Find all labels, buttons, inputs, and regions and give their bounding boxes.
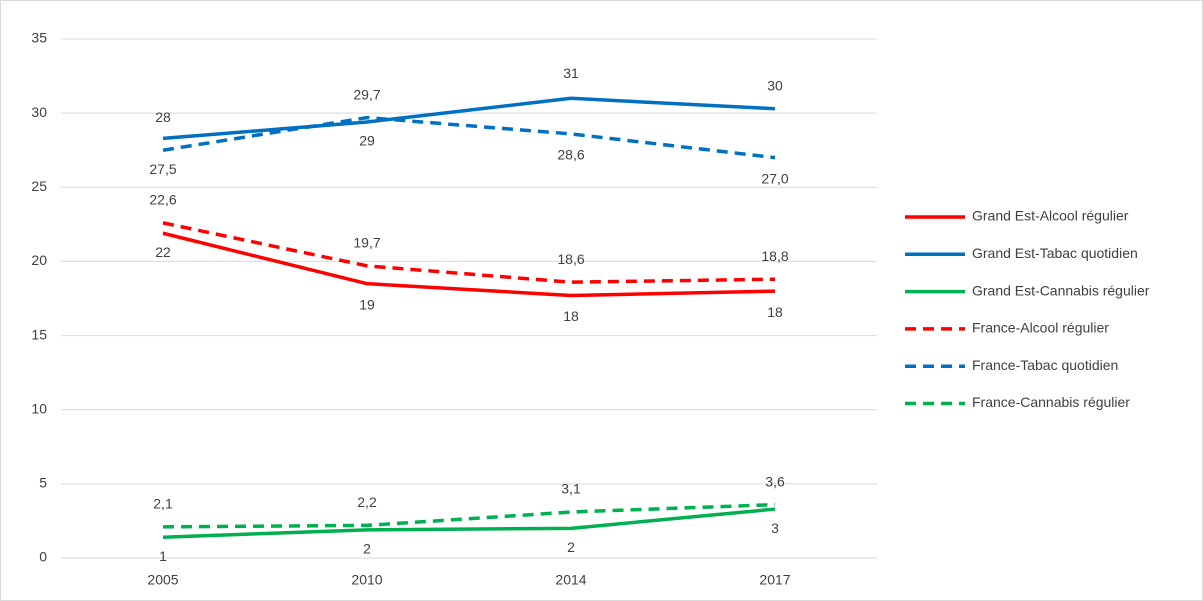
data-label: 29,7 (353, 86, 380, 102)
y-tick-label: 20 (31, 252, 47, 268)
y-tick-label: 10 (31, 400, 47, 416)
data-label: 1 (159, 548, 167, 564)
data-label: 29 (359, 133, 375, 149)
series-line (162, 507, 776, 539)
legend-label: France-Alcool régulier (972, 320, 1109, 336)
data-label: 18,6 (557, 251, 584, 267)
data-label: 27,5 (149, 161, 176, 177)
data-label: 28,6 (557, 147, 584, 163)
data-label: 18,8 (761, 248, 788, 264)
data-label: 3,1 (561, 481, 581, 497)
data-label: 28 (155, 109, 171, 125)
data-label: 2 (567, 539, 575, 555)
series-line (162, 231, 776, 298)
data-label: 18 (563, 308, 579, 324)
legend-label: France-Cannabis régulier (972, 394, 1130, 410)
series-line (162, 502, 776, 529)
x-tick-label: 2017 (759, 572, 790, 588)
data-label: 30 (767, 77, 783, 93)
data-label: 18 (767, 304, 783, 320)
y-tick-label: 15 (31, 326, 47, 342)
legend-label: France-Tabac quotidien (972, 357, 1118, 373)
data-label: 3,6 (765, 473, 785, 489)
legend-label: Grand Est-Alcool régulier (972, 208, 1129, 224)
y-tick-label: 35 (31, 30, 47, 46)
data-label: 2,1 (153, 496, 173, 512)
series-line (162, 221, 776, 284)
x-tick-label: 2010 (351, 572, 382, 588)
x-tick-label: 2005 (147, 572, 178, 588)
data-label: 31 (563, 65, 579, 81)
y-tick-label: 25 (31, 178, 47, 194)
data-label: 27,0 (761, 170, 788, 186)
data-label: 2,2 (357, 494, 377, 510)
legend-label: Grand Est-Tabac quotidien (972, 245, 1138, 261)
y-tick-label: 0 (39, 549, 47, 565)
data-label: 3 (771, 520, 779, 536)
x-tick-label: 2014 (555, 572, 586, 588)
data-label: 19 (359, 296, 375, 312)
data-label: 22 (155, 244, 171, 260)
series-line (162, 96, 776, 141)
legend-label: Grand Est-Cannabis régulier (972, 282, 1150, 298)
y-tick-label: 30 (31, 104, 47, 120)
data-label: 2 (363, 541, 371, 557)
series-line (162, 115, 776, 160)
data-label: 19,7 (353, 235, 380, 251)
y-tick-label: 5 (39, 475, 47, 491)
data-label: 22,6 (149, 192, 176, 208)
